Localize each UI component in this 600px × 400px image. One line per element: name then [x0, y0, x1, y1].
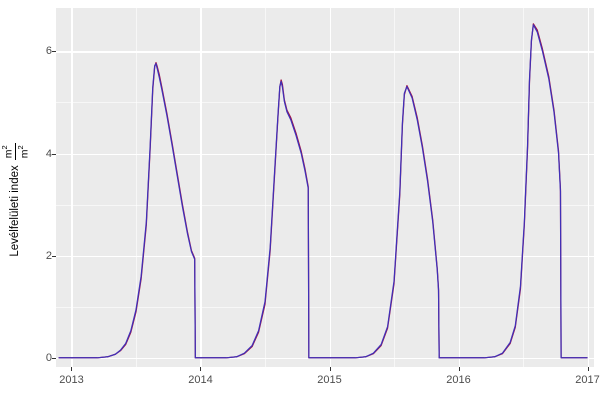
y-tick-mark — [52, 51, 56, 53]
series-line-mért — [58, 23, 588, 359]
x-tick-label: 2014 — [188, 374, 213, 386]
gridline-major-y — [56, 255, 594, 257]
y-axis-title: Levélfelületi index m2 m2 — [0, 0, 30, 400]
gridline-minor-x — [265, 8, 266, 367]
y-tick-mark — [52, 153, 56, 155]
plot-panel — [56, 8, 594, 367]
x-tick-mark — [200, 367, 202, 371]
y-tick-mark — [52, 255, 56, 257]
x-tick-label: 2017 — [575, 374, 600, 386]
x-tick-label: 2013 — [59, 374, 84, 386]
gridline-minor-y — [56, 102, 594, 104]
gridline-minor-x — [523, 8, 524, 367]
x-tick-mark — [329, 367, 331, 371]
x-tick-mark — [458, 367, 460, 371]
plot-lines — [58, 23, 588, 359]
x-tick-mark — [71, 367, 73, 371]
gridline-minor-y — [56, 204, 594, 206]
gridline-minor-x — [135, 8, 137, 367]
y-tick-label: 4 — [45, 147, 52, 160]
gridline-major-x — [587, 8, 589, 367]
gridline-major-x — [71, 8, 73, 367]
x-tick-label: 2015 — [317, 374, 342, 386]
gridline-minor-y — [56, 306, 594, 308]
y-tick-label: 6 — [45, 45, 52, 58]
gridline-major-x — [458, 8, 460, 367]
gridline-major-y — [56, 153, 594, 155]
x-tick-mark — [587, 367, 589, 371]
gridline-minor-x — [394, 8, 395, 367]
series-line-modellezett — [58, 24, 588, 359]
y-tick-mark — [52, 357, 56, 359]
y-tick-label: 0 — [45, 351, 52, 364]
gridline-major-x — [200, 8, 202, 367]
y-axis-title-text: Levélfelületi index — [9, 165, 21, 257]
gridline-major-x — [329, 8, 331, 367]
x-tick-label: 2016 — [446, 374, 471, 386]
gridline-major-y — [56, 51, 594, 53]
y-tick-label: 2 — [45, 249, 52, 262]
